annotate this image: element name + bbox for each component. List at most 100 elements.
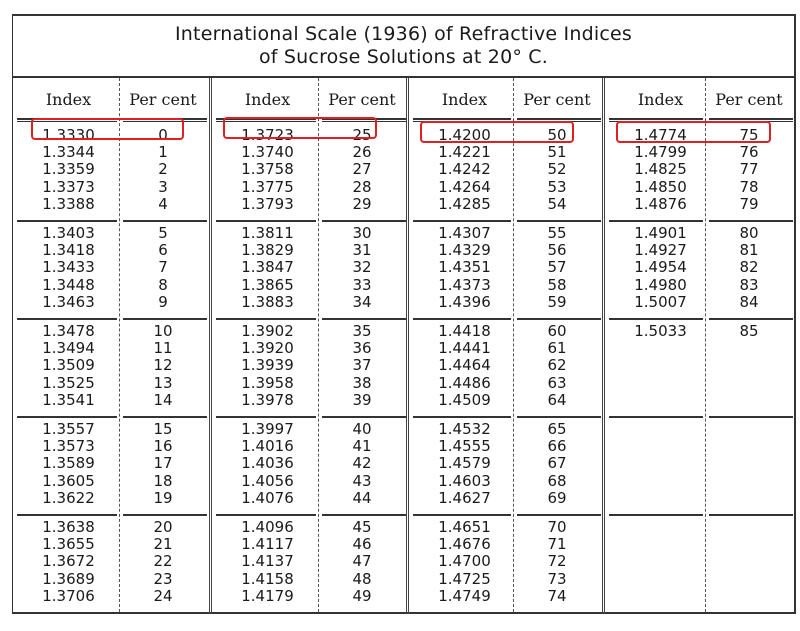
- percent-value: 23: [153, 569, 173, 588]
- table-row: 1.4603 68: [409, 471, 602, 490]
- table-row: 1.4901 80: [605, 225, 793, 242]
- column-group-3: Index Per cent 1.4774 75 1.4799 76 1.4825 77 1.4…: [605, 78, 793, 612]
- percent-value: 81: [739, 241, 759, 260]
- index-value: 1.3433: [42, 258, 95, 277]
- index-value: 1.4509: [438, 390, 491, 409]
- row-block-divider: [517, 416, 601, 418]
- index-value: 1.3793: [241, 194, 294, 213]
- percent-value: 9: [158, 292, 168, 311]
- table-row: 1.3655 21: [13, 536, 209, 553]
- index-value: 1.4627: [438, 488, 491, 507]
- index-value: 1.3463: [42, 292, 95, 311]
- table-row: 1.3373 3: [13, 178, 209, 196]
- table-title: International Scale (1936) of Refractive…: [13, 16, 794, 76]
- index-value: 1.3478: [42, 322, 95, 340]
- row-block: 1.3902 35 1.3920 36 1.3939 37 1.3958 38 1.3978 39: [212, 323, 406, 409]
- percent-value: 20: [153, 518, 173, 536]
- table-row: 1.4117 46: [212, 536, 406, 553]
- row-block-divider: [322, 318, 406, 320]
- percent-value: 11: [153, 339, 173, 358]
- index-value: 1.3723: [241, 126, 294, 144]
- row-block-divider: [17, 121, 117, 122]
- title-divider: [13, 76, 794, 78]
- percent-value: 50: [547, 126, 567, 144]
- row-block-divider: [609, 318, 703, 320]
- index-value: 1.3494: [42, 339, 95, 358]
- table-row: 1.4016 41: [212, 438, 406, 455]
- table-row: 1.4700 72: [409, 553, 602, 570]
- table-row: 1.3902 35: [212, 323, 406, 340]
- percent-value: 12: [153, 356, 173, 375]
- title-line-1: International Scale (1936) of Refractive…: [175, 23, 632, 45]
- table-row: 1.4927 81: [605, 242, 793, 259]
- column-header-row: Index Per cent: [605, 78, 793, 118]
- index-value: 1.4117: [241, 535, 294, 554]
- index-value: 1.3902: [241, 322, 294, 340]
- row-block-divider: [216, 514, 316, 516]
- percent-value: 52: [547, 160, 567, 179]
- title-line-2: of Sucrose Solutions at 20° C.: [258, 46, 549, 68]
- row-block-divider: [709, 318, 793, 320]
- row-block-divider: [413, 514, 511, 516]
- index-value: 1.4901: [634, 224, 687, 242]
- table-row: 1.3847 32: [212, 259, 406, 276]
- percent-value: 68: [547, 471, 567, 490]
- table-row: 1.3829 31: [212, 242, 406, 259]
- index-value: 1.3573: [42, 437, 95, 456]
- percent-value: 58: [547, 275, 567, 294]
- table-row: 1.4307 55: [409, 225, 602, 242]
- table-row: 1.4418 60: [409, 323, 602, 340]
- table-row: 1.3978 39: [212, 391, 406, 409]
- row-block: 1.3638 20 1.3655 21 1.3672 22 1.3689 23 1.3706 24: [13, 519, 209, 605]
- table-row: 1.3344 1: [13, 144, 209, 161]
- index-value: 1.4351: [438, 258, 491, 277]
- index-value: 1.4532: [438, 420, 491, 438]
- index-value: 1.4749: [438, 586, 491, 605]
- index-value: 1.4850: [634, 177, 687, 196]
- percent-value: 14: [153, 390, 173, 409]
- percent-value: 34: [352, 292, 372, 311]
- index-value: 1.4200: [438, 126, 491, 144]
- group-separator: [602, 78, 605, 614]
- index-value: 1.4676: [438, 535, 491, 554]
- table-row: 1.4954 82: [605, 259, 793, 276]
- index-value: 1.4418: [438, 322, 491, 340]
- index-value: 1.3359: [42, 160, 95, 179]
- table-row: 1.4850 78: [605, 177, 793, 196]
- highlight-box-2: [420, 121, 574, 143]
- table-row: 1.4774 75: [605, 127, 793, 144]
- column-divider: [705, 78, 706, 612]
- table-row: 1.3463 9: [13, 292, 209, 311]
- table-row: 1.3541 14: [13, 390, 209, 409]
- percent-value: 56: [547, 241, 567, 260]
- percent-value: 70: [547, 518, 567, 536]
- percent-value: 66: [547, 437, 567, 456]
- table-row: 1.4137 47: [212, 553, 406, 570]
- row-block-divider: [123, 416, 207, 418]
- percent-header: Per cent: [328, 90, 396, 109]
- index-value: 1.4700: [438, 552, 491, 571]
- percent-value: 38: [352, 373, 372, 392]
- index-value: 1.4373: [438, 275, 491, 294]
- index-value: 1.3605: [42, 471, 95, 490]
- table-row: 1.3793 29: [212, 194, 406, 213]
- row-block-divider: [609, 220, 703, 222]
- index-value: 1.4329: [438, 241, 491, 260]
- table-row: 1.4096 45: [212, 519, 406, 536]
- refractive-index-table: International Scale (1936) of Refractive…: [12, 14, 796, 614]
- table-row: 1.3939 37: [212, 357, 406, 374]
- row-block-divider: [17, 318, 117, 320]
- percent-value: 71: [547, 535, 567, 554]
- row-block-divider: [17, 220, 117, 222]
- table-row: 1.3509 12: [13, 357, 209, 374]
- table-row: 1.3811 30: [212, 225, 406, 242]
- table-row: 1.4486 63: [409, 374, 602, 392]
- table-row: 1.4373 58: [409, 275, 602, 294]
- percent-value: 84: [739, 292, 759, 311]
- highlight-box-3: [616, 121, 771, 143]
- index-value: 1.4799: [634, 143, 687, 162]
- percent-value: 24: [153, 586, 173, 605]
- index-value: 1.4076: [241, 488, 294, 507]
- index-value: 1.3689: [42, 569, 95, 588]
- percent-value: 13: [153, 373, 173, 392]
